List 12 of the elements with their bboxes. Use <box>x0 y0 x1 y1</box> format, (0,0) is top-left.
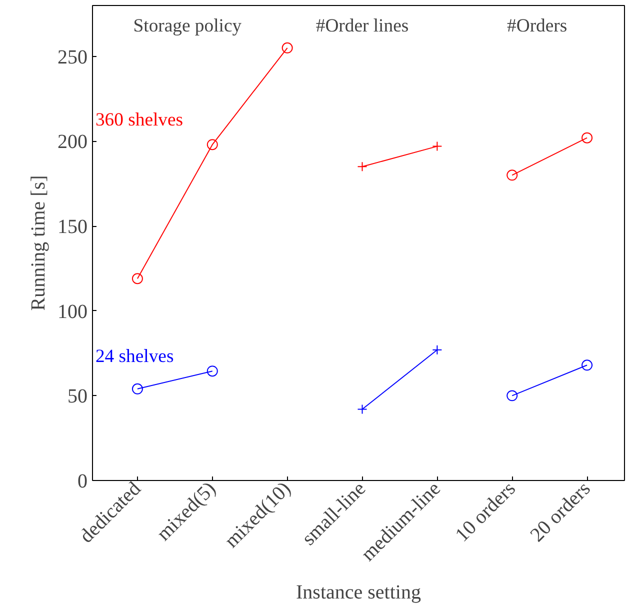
series-label: 360 shelves <box>95 110 184 131</box>
annotation: #Orders <box>507 16 568 36</box>
y-tick-label: 100 <box>58 300 88 323</box>
y-tick-label: 150 <box>58 216 88 238</box>
y-tick-label: 250 <box>58 46 88 68</box>
annotation: #Order lines <box>316 16 409 36</box>
annotation: Storage policy <box>133 16 242 36</box>
y-tick-label: 200 <box>58 131 88 154</box>
y-tick-label: 50 <box>68 386 88 408</box>
x-axis-title: Instance setting <box>296 581 421 604</box>
y-axis-title: Running time [s] <box>28 175 50 311</box>
series-label: 24 shelves <box>95 346 174 367</box>
